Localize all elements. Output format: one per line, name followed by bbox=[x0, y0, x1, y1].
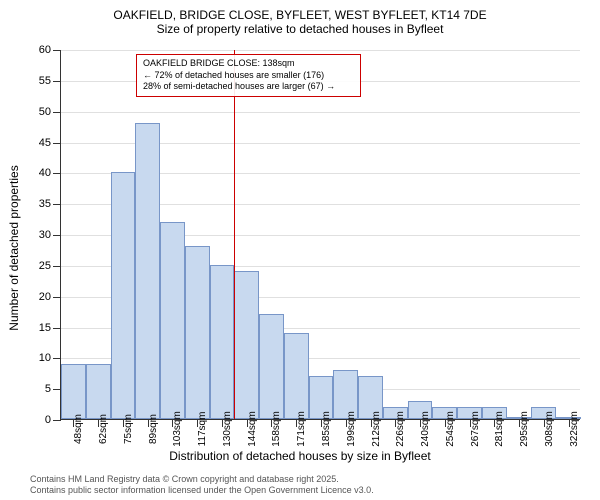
x-tick-label: 144sqm bbox=[247, 411, 258, 447]
histogram-bar bbox=[210, 265, 235, 419]
callout-line2: ← 72% of detached houses are smaller (17… bbox=[143, 70, 354, 82]
x-tick-label: 75sqm bbox=[123, 414, 134, 444]
y-tick-label: 10 bbox=[39, 352, 51, 364]
y-tick-label: 20 bbox=[39, 291, 51, 303]
x-tick-label: 308sqm bbox=[544, 411, 555, 447]
chart-title-line1: OAKFIELD, BRIDGE CLOSE, BYFLEET, WEST BY… bbox=[0, 8, 600, 22]
y-tick-label: 45 bbox=[39, 137, 51, 149]
histogram-bar bbox=[234, 271, 259, 419]
x-tick-label: 103sqm bbox=[172, 411, 183, 447]
x-tick-label: 322sqm bbox=[569, 411, 580, 447]
attribution: Contains HM Land Registry data © Crown c… bbox=[30, 474, 374, 496]
x-tick-label: 199sqm bbox=[346, 411, 357, 447]
x-tick-label: 281sqm bbox=[494, 411, 505, 447]
x-tick-label: 130sqm bbox=[222, 411, 233, 447]
callout-line1: OAKFIELD BRIDGE CLOSE: 138sqm bbox=[143, 58, 354, 70]
x-tick-label: 295sqm bbox=[519, 411, 530, 447]
x-axis-title: Distribution of detached houses by size … bbox=[169, 449, 430, 463]
y-tick bbox=[53, 358, 61, 359]
histogram-bar bbox=[259, 314, 284, 419]
x-tick-label: 212sqm bbox=[371, 411, 382, 447]
histogram-bar bbox=[185, 246, 210, 419]
histogram-bar bbox=[160, 222, 185, 419]
y-tick bbox=[53, 143, 61, 144]
marker-line bbox=[234, 50, 235, 419]
x-tick-label: 117sqm bbox=[197, 412, 208, 447]
callout-line3: 28% of semi-detached houses are larger (… bbox=[143, 81, 354, 93]
y-tick-label: 0 bbox=[45, 414, 51, 426]
x-tick-label: 48sqm bbox=[73, 414, 84, 444]
callout-box: OAKFIELD BRIDGE CLOSE: 138sqm ← 72% of d… bbox=[136, 54, 361, 97]
chart-title-line2: Size of property relative to detached ho… bbox=[0, 22, 600, 36]
histogram-bar bbox=[135, 123, 160, 419]
y-axis-title: Number of detached properties bbox=[7, 165, 21, 330]
grid-line bbox=[61, 50, 580, 51]
y-tick-label: 35 bbox=[39, 198, 51, 210]
y-tick-label: 30 bbox=[39, 229, 51, 241]
y-tick-label: 5 bbox=[45, 383, 51, 395]
y-tick bbox=[53, 81, 61, 82]
plot-area: 05101520253035404550556048sqm62sqm75sqm8… bbox=[60, 50, 580, 420]
x-tick-label: 158sqm bbox=[271, 411, 282, 447]
attribution-line1: Contains HM Land Registry data © Crown c… bbox=[30, 474, 374, 485]
y-tick bbox=[53, 297, 61, 298]
histogram-bar bbox=[61, 364, 86, 420]
grid-line bbox=[61, 112, 580, 113]
y-tick bbox=[53, 204, 61, 205]
x-tick-label: 267sqm bbox=[470, 411, 481, 447]
y-tick-label: 40 bbox=[39, 167, 51, 179]
x-tick-label: 254sqm bbox=[445, 411, 456, 447]
y-tick bbox=[53, 173, 61, 174]
y-tick-label: 55 bbox=[39, 75, 51, 87]
y-tick bbox=[53, 389, 61, 390]
chart-container: OAKFIELD, BRIDGE CLOSE, BYFLEET, WEST BY… bbox=[0, 8, 600, 488]
y-tick-label: 25 bbox=[39, 260, 51, 272]
y-tick bbox=[53, 112, 61, 113]
x-tick-label: 171sqm bbox=[296, 411, 307, 447]
y-tick bbox=[53, 420, 61, 421]
histogram-bar bbox=[86, 364, 111, 420]
x-tick-label: 89sqm bbox=[148, 414, 159, 444]
x-tick-label: 226sqm bbox=[395, 411, 406, 447]
y-tick-label: 60 bbox=[39, 44, 51, 56]
x-tick-label: 185sqm bbox=[321, 411, 332, 447]
y-tick-label: 50 bbox=[39, 106, 51, 118]
y-tick bbox=[53, 235, 61, 236]
y-tick bbox=[53, 50, 61, 51]
y-tick bbox=[53, 266, 61, 267]
x-tick-label: 62sqm bbox=[98, 414, 109, 444]
y-tick-label: 15 bbox=[39, 322, 51, 334]
histogram-bar bbox=[111, 172, 136, 419]
x-tick-label: 240sqm bbox=[420, 411, 431, 447]
attribution-line2: Contains public sector information licen… bbox=[30, 485, 374, 496]
histogram-bar bbox=[284, 333, 309, 419]
y-tick bbox=[53, 328, 61, 329]
